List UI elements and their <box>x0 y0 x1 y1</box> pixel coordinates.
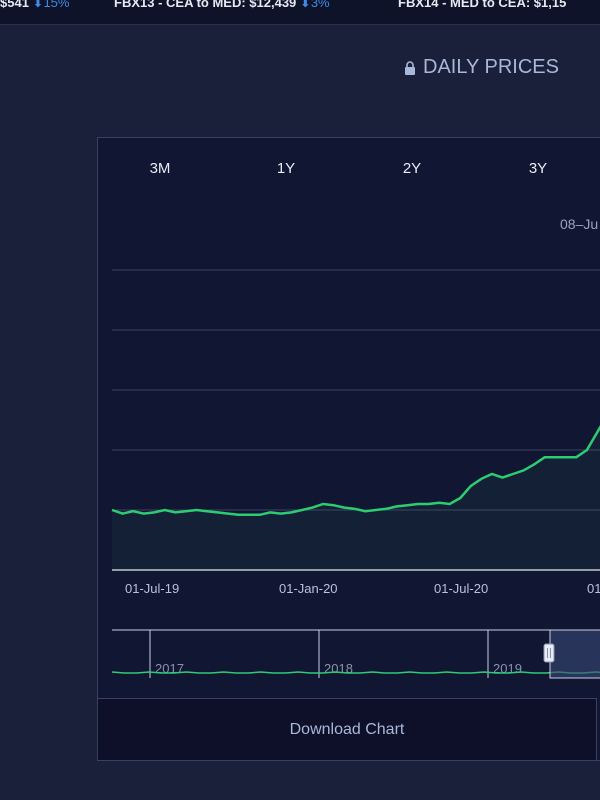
download-chart-button[interactable]: Download Chart <box>98 698 597 760</box>
ticker-item: FBX14 - MED to CEA: $1,15 <box>398 0 567 10</box>
range-3m-button[interactable]: 3M <box>149 160 171 177</box>
price-ticker: $541 ⬇15% FBX13 - CEA to MED: $12,439 ⬇3… <box>0 0 600 25</box>
price-chart[interactable]: 01-Jul-19 01-Jan-20 01-Jul-20 01 2017 2018 20… <box>98 138 600 698</box>
title-text: DAILY PRICES <box>423 56 559 78</box>
x-tick-label: 01-Jan-20 <box>279 581 338 596</box>
ticker-item: FBX13 - CEA to MED: $12,439 ⬇3% <box>114 0 330 9</box>
ticker-change: ⬇15% <box>32 0 70 10</box>
x-axis-ticks: 01-Jul-19 01-Jan-20 01-Jul-20 01 <box>125 581 600 596</box>
lock-icon <box>405 60 415 75</box>
range-2y-button[interactable]: 2Y <box>402 160 422 177</box>
ticker-item: $541 ⬇15% <box>0 0 69 9</box>
series-area <box>112 427 600 570</box>
series-line <box>111 425 600 517</box>
range-3y-button[interactable]: 3Y <box>528 160 548 177</box>
navigator-years: 2017 2018 2019 <box>149 630 522 678</box>
page-title: DAILY PRICES <box>403 56 559 79</box>
range-1y-button[interactable]: 1Y <box>276 160 296 177</box>
x-tick-label: 01 <box>587 581 600 596</box>
chart-panel: 3M 1Y 2Y 3Y 08–Ju 01-Jul-19 01-Jan-20 01-J… <box>97 137 600 761</box>
navigator[interactable]: 2017 2018 2019 <box>111 629 600 679</box>
x-tick-label: 01-Jul-20 <box>434 581 488 596</box>
ticker-change: ⬇3% <box>299 0 330 10</box>
navigator-handle[interactable] <box>543 643 555 663</box>
navigator-selection[interactable] <box>549 629 600 679</box>
x-tick-label: 01-Jul-19 <box>125 581 179 596</box>
navigator-series-line <box>111 671 600 674</box>
date-readout: 08–Ju <box>560 216 599 232</box>
